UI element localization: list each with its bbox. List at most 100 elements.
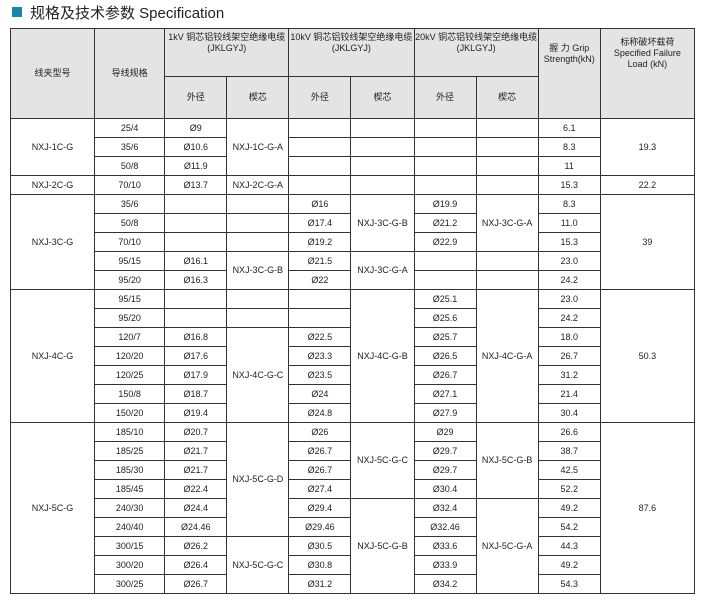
outer-diameter-20kv: Ø29.7 [413, 460, 477, 480]
outer-diameter-1kv [164, 308, 228, 328]
grip-strength: 49.2 [537, 555, 601, 575]
conductor-spec: 300/25 [94, 574, 166, 594]
conductor-spec: 150/20 [94, 403, 166, 423]
wedge-core-1kv: NXJ-2C-G-A [226, 175, 290, 195]
outer-diameter-1kv: Ø19.4 [164, 403, 228, 423]
grip-strength: 31.2 [537, 365, 601, 385]
outer-diameter-1kv: Ø10.6 [164, 137, 228, 157]
outer-diameter-20kv: Ø19.9 [413, 194, 477, 214]
header-10kv-outer-diameter: 外径 [288, 76, 352, 119]
wedge-core-10kv [350, 175, 415, 195]
wedge-core-1kv: NXJ-5C-G-D [226, 422, 290, 537]
wedge-core-1kv: NXJ-5C-G-C [226, 536, 290, 594]
outer-diameter-10kv: Ø17.4 [288, 213, 352, 233]
table-row: 240/30 Ø24.4 Ø29.4 NXJ-5C-G-B Ø32.4 NXJ-5C-G-… [11, 498, 695, 594]
grip-strength: 26.6 [537, 422, 601, 442]
outer-diameter-10kv: Ø27.4 [288, 479, 352, 499]
table-row: 185/45 Ø22.4 Ø27.4 Ø30.4 52.2 [11, 479, 695, 499]
outer-diameter-20kv: Ø27.9 [413, 403, 477, 423]
conductor-spec: 120/25 [94, 365, 166, 385]
wedge-core-1kv: NXJ-4C-G-C [226, 327, 290, 423]
outer-diameter-10kv: Ø24.8 [288, 403, 352, 423]
outer-diameter-10kv [288, 175, 352, 195]
header-conductor-spec: 导线规格 [94, 28, 166, 119]
outer-diameter-20kv: Ø22.9 [413, 232, 477, 252]
grip-strength: 54.3 [537, 574, 601, 594]
wedge-core-20kv [475, 137, 539, 157]
wedge-core-20kv [475, 270, 539, 290]
conductor-spec: 185/45 [94, 479, 166, 499]
outer-diameter-10kv: Ø23.3 [288, 346, 352, 366]
table-row: 185/30 Ø21.7 Ø26.7 Ø29.7 42.5 [11, 460, 695, 480]
conductor-spec: 35/6 [94, 137, 166, 157]
outer-diameter-10kv: Ø26 [288, 422, 352, 442]
clamp-model: NXJ-4C-G [9, 289, 96, 423]
wedge-core-10kv: NXJ-3C-G-B [350, 194, 415, 252]
grip-strength: 54.2 [537, 517, 601, 537]
outer-diameter-1kv [164, 232, 228, 252]
header-20kv-core: 楔芯 [475, 76, 539, 119]
clamp-model: NXJ-5C-G [9, 422, 96, 594]
table-row: NXJ-2C-G 70/10 Ø13.7 NXJ-2C-G-A 15.3 22.2 [9, 175, 696, 195]
outer-diameter-10kv: Ø26.7 [288, 441, 352, 461]
table-row: NXJ-1C-G 25/4 Ø9 NXJ-1C-G-A 6.1 19.3 [9, 118, 696, 176]
wedge-core-1kv [226, 232, 290, 252]
section-title-text: 规格及技术参数 Specification [30, 4, 225, 22]
grip-strength: 6.1 [537, 118, 601, 138]
outer-diameter-20kv: Ø32.4 [413, 498, 477, 518]
outer-diameter-20kv [413, 156, 477, 176]
outer-diameter-10kv: Ø26.7 [288, 460, 352, 480]
outer-diameter-10kv: Ø19.2 [288, 232, 352, 252]
outer-diameter-10kv: Ø22 [288, 270, 352, 290]
outer-diameter-20kv: Ø26.5 [413, 346, 477, 366]
header-10kv-core: 楔芯 [350, 76, 415, 119]
outer-diameter-20kv [413, 251, 477, 271]
outer-diameter-1kv: Ø24.46 [164, 517, 228, 537]
conductor-spec: 240/30 [94, 498, 166, 518]
outer-diameter-20kv: Ø25.7 [413, 327, 477, 347]
outer-diameter-20kv: Ø32.46 [413, 517, 477, 537]
conductor-spec: 50/8 [94, 213, 166, 233]
outer-diameter-20kv: Ø30.4 [413, 479, 477, 499]
outer-diameter-10kv: Ø21.5 [288, 251, 352, 271]
table-row: 240/40 Ø24.46 Ø29.46 Ø32.46 54.2 [11, 517, 695, 537]
wedge-core-20kv [475, 175, 539, 195]
grip-strength: 44.3 [537, 536, 601, 556]
square-bullet-icon [12, 7, 22, 17]
outer-diameter-20kv: Ø29.7 [413, 441, 477, 461]
table-row: 95/15 Ø16.1 NXJ-3C-G-B Ø21.5 NXJ-3C-G-A 23.0 [11, 251, 695, 290]
outer-diameter-1kv [164, 213, 228, 233]
outer-diameter-1kv: Ø13.7 [164, 175, 228, 195]
wedge-core-20kv [475, 118, 539, 138]
outer-diameter-20kv: Ø29 [413, 422, 477, 442]
wedge-core-10kv: NXJ-4C-G-B [350, 289, 415, 423]
conductor-spec: 50/8 [94, 156, 166, 176]
wedge-core-10kv [350, 156, 415, 176]
outer-diameter-10kv [288, 137, 352, 157]
grip-strength: 24.2 [537, 308, 601, 328]
outer-diameter-20kv: Ø33.9 [413, 555, 477, 575]
table-row: 70/10 Ø19.2 Ø22.9 15.3 [11, 232, 695, 252]
conductor-spec: 185/30 [94, 460, 166, 480]
outer-diameter-1kv: Ø26.2 [164, 536, 228, 556]
conductor-spec: 120/20 [94, 346, 166, 366]
conductor-spec: 300/20 [94, 555, 166, 575]
clamp-model: NXJ-1C-G [9, 118, 96, 176]
wedge-core-1kv [226, 213, 290, 233]
wedge-core-1kv [226, 194, 290, 214]
grip-strength: 21.4 [537, 384, 601, 404]
failure-load: 39 [599, 194, 696, 290]
outer-diameter-1kv: Ø21.7 [164, 441, 228, 461]
table-row: 120/20 Ø17.6 Ø23.3 Ø26.5 26.7 [11, 346, 695, 366]
outer-diameter-10kv: Ø16 [288, 194, 352, 214]
conductor-spec: 240/40 [94, 517, 166, 537]
conductor-spec: 95/20 [94, 308, 166, 328]
conductor-spec: 95/15 [94, 251, 166, 271]
wedge-core-20kv: NXJ-5C-G-A [475, 498, 539, 594]
outer-diameter-10kv: Ø30.5 [288, 536, 352, 556]
header-grip-strength: 握 力 Grip Strength(kN) [537, 28, 601, 119]
grip-strength: 42.5 [537, 460, 601, 480]
grip-strength: 23.0 [537, 251, 601, 271]
grip-strength: 18.0 [537, 327, 601, 347]
outer-diameter-20kv: Ø26.7 [413, 365, 477, 385]
